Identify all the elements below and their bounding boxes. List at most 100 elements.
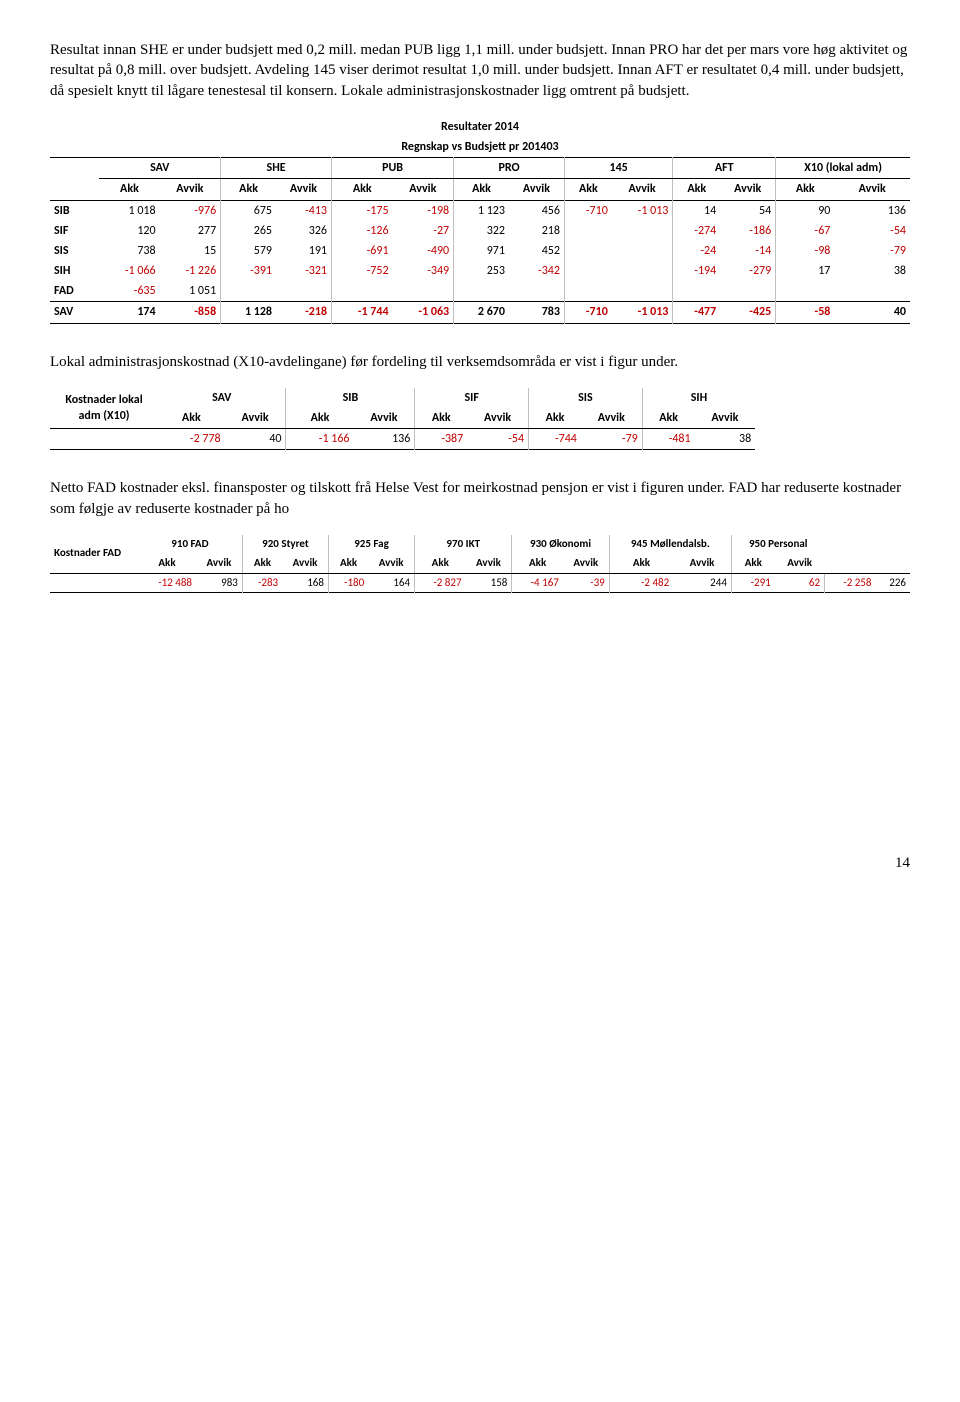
row-label: SAV [50, 302, 99, 323]
row-label: SIH [50, 261, 99, 281]
table-cell [720, 281, 775, 302]
table-cell [276, 281, 331, 302]
table-header: Kostnader lokal adm (X10) [50, 388, 158, 429]
table-header: SAV [158, 388, 286, 408]
table-cell [612, 261, 673, 281]
table-header: Avvik [466, 554, 512, 573]
table-cell: -321 [276, 261, 331, 281]
table-header: SIH [642, 388, 755, 408]
table-cell: 456 [509, 200, 564, 221]
table-header: Akk [242, 554, 282, 573]
table-header: AFT [673, 158, 776, 179]
table-header: 920 Styret [242, 535, 328, 554]
table-header: Avvik [368, 554, 414, 573]
row-label: SIB [50, 200, 99, 221]
table-cell: 40 [225, 429, 286, 450]
paragraph-intro: Resultat innan SHE er under budsjett med… [50, 40, 910, 101]
table-header: Avvik [581, 408, 642, 429]
table-header: X10 (lokal adm) [776, 158, 910, 179]
table-cell: -752 [331, 261, 392, 281]
table-header: Akk [221, 179, 276, 200]
paragraph-fad: Netto FAD kostnader eksl. finansposter o… [50, 478, 910, 519]
table-cell: -194 [673, 261, 720, 281]
table-cell: -710 [564, 200, 611, 221]
table-header: Akk [286, 408, 354, 429]
table-header: Akk [512, 554, 563, 573]
table-header: SHE [221, 158, 332, 179]
table-cell [612, 241, 673, 261]
table-cell: 218 [509, 221, 564, 241]
t1-title1: Resultater 2014 [50, 117, 910, 137]
table-cell: 136 [834, 200, 910, 221]
table-cell: -283 [242, 573, 282, 593]
table-cell: -4 167 [512, 573, 563, 593]
table-header: 930 Økonomi [512, 535, 609, 554]
table-header: PUB [331, 158, 453, 179]
table-kostnader-fad: Kostnader FAD910 FAD920 Styret925 Fag970… [50, 535, 910, 594]
table-cell: -1 013 [612, 200, 673, 221]
table-header: 910 FAD [138, 535, 242, 554]
table-cell: 579 [221, 241, 276, 261]
table-header: Akk [328, 554, 368, 573]
table-header: Kostnader FAD [50, 535, 138, 573]
table-cell [50, 573, 138, 593]
table-cell: 54 [720, 200, 775, 221]
table-header: Avvik [225, 408, 286, 429]
table-cell: -2 827 [415, 573, 466, 593]
table-header: Akk [776, 179, 835, 200]
table-header: SIS [529, 388, 643, 408]
table-header: Avvik [563, 554, 609, 573]
table-cell: -349 [393, 261, 454, 281]
table-cell: -1 744 [331, 302, 392, 323]
table-header: Avvik [160, 179, 221, 200]
table-cell: -391 [221, 261, 276, 281]
table-cell: -274 [673, 221, 720, 241]
table-cell: -186 [720, 221, 775, 241]
table-cell [564, 261, 611, 281]
table-cell: -744 [529, 429, 581, 450]
table-cell: 452 [509, 241, 564, 261]
table-cell [834, 281, 910, 302]
table-cell: -2 482 [609, 573, 673, 593]
table-cell: -425 [720, 302, 775, 323]
table-cell: -976 [160, 200, 221, 221]
table-header: Avvik [467, 408, 528, 429]
table-cell: -477 [673, 302, 720, 323]
table-header: Akk [415, 408, 467, 429]
table-header: Avvik [673, 554, 731, 573]
table-cell: 158 [466, 573, 512, 593]
table-cell [50, 429, 158, 450]
table-cell: -58 [776, 302, 835, 323]
table-cell: 38 [834, 261, 910, 281]
row-label: SIF [50, 221, 99, 241]
table-header: Avvik [834, 179, 910, 200]
table-header: Akk [673, 179, 720, 200]
table-cell: -490 [393, 241, 454, 261]
table-header: SIB [286, 388, 415, 408]
table-cell: 322 [454, 221, 509, 241]
table-cell: -39 [563, 573, 609, 593]
table-header: PRO [454, 158, 565, 179]
table-header: Akk [564, 179, 611, 200]
table-header: Akk [331, 179, 392, 200]
table-cell: -858 [160, 302, 221, 323]
table-header: Akk [99, 179, 159, 200]
table-cell: -27 [393, 221, 454, 241]
table-cell: 2 670 [454, 302, 509, 323]
table-header: 950 Personal [731, 535, 824, 554]
table-cell: 14 [673, 200, 720, 221]
table-header: Akk [609, 554, 673, 573]
table-cell: -126 [331, 221, 392, 241]
table-cell: -2 258 [825, 573, 876, 593]
table-cell [612, 221, 673, 241]
table-header: Akk [138, 554, 196, 573]
table-cell: -342 [509, 261, 564, 281]
table-header: Avvik [353, 408, 414, 429]
table-cell: 326 [276, 221, 331, 241]
page-number: 14 [50, 853, 910, 873]
table-header: Avvik [509, 179, 564, 200]
table-cell [673, 281, 720, 302]
table-cell: -1 166 [286, 429, 354, 450]
table-header: Akk [642, 408, 694, 429]
table-header: Akk [454, 179, 509, 200]
